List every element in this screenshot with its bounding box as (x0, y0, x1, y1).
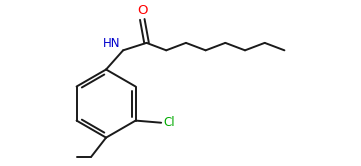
Text: HN: HN (103, 37, 120, 50)
Text: O: O (137, 4, 148, 17)
Text: Cl: Cl (163, 116, 175, 129)
